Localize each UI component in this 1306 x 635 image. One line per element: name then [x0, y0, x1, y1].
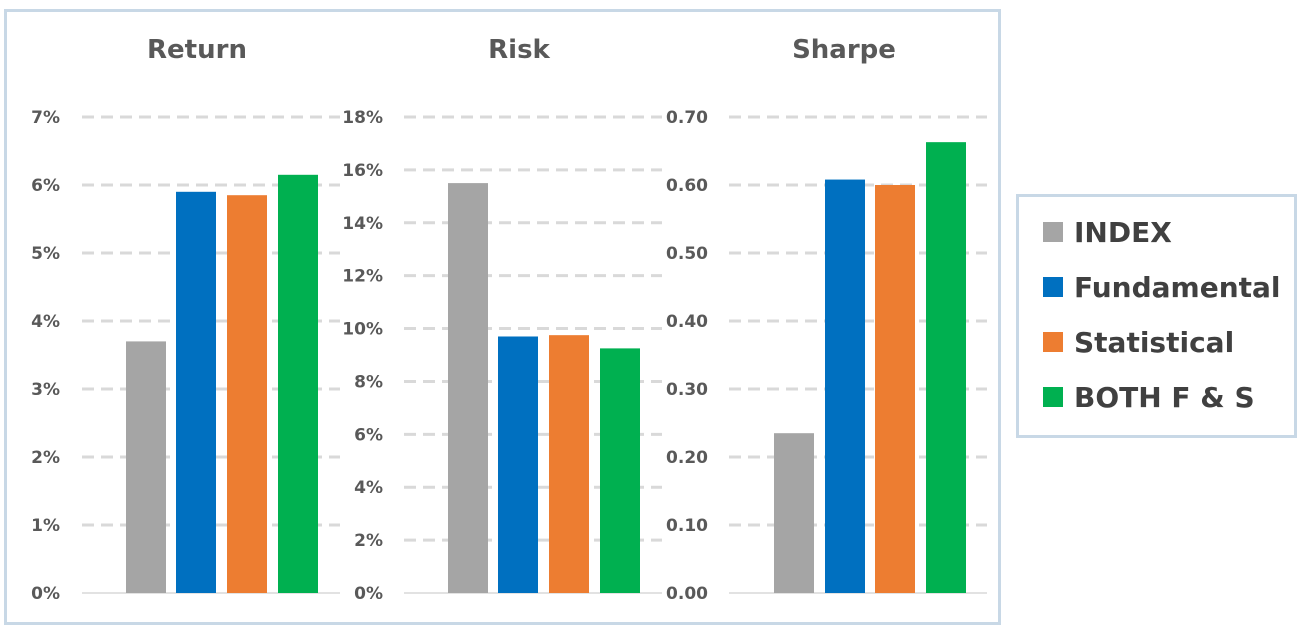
risk-y-tick-label: 2% — [354, 531, 383, 551]
legend-label-index: INDEX — [1074, 215, 1172, 249]
legend-item-both: BOTH F & S — [1043, 380, 1255, 414]
risk-bar-both — [600, 348, 640, 593]
sharpe-y-tick-label: 0.40 — [666, 312, 708, 332]
legend: INDEX Fundamental Statistical BOTH F & S — [1016, 194, 1297, 438]
legend-swatch-index — [1043, 222, 1063, 242]
return-y-tick-label: 2% — [31, 448, 60, 468]
risk-y-tick-label: 10% — [342, 320, 383, 340]
sharpe-y-tick-label: 0.50 — [666, 244, 708, 264]
risk-y-tick-label: 8% — [354, 372, 383, 392]
legend-label-statistical: Statistical — [1074, 325, 1235, 359]
sharpe-bar-fundamental — [825, 179, 865, 593]
risk-bar-fundamental — [498, 336, 538, 593]
legend-item-statistical: Statistical — [1043, 325, 1235, 359]
sharpe-y-tick-label: 0.70 — [666, 108, 708, 128]
return-chart-title: Return — [147, 35, 247, 65]
return-y-tick-label: 4% — [31, 312, 60, 332]
sharpe-chart-title: Sharpe — [792, 35, 896, 65]
sharpe-bar-statistical — [875, 185, 915, 593]
sharpe-bar-both — [926, 142, 966, 593]
return-bar-both — [278, 174, 318, 594]
risk-y-tick-label: 4% — [354, 478, 383, 498]
risk-bar-statistical — [549, 335, 589, 593]
legend-swatch-both — [1043, 387, 1063, 407]
legend-swatch-fundamental — [1043, 277, 1063, 297]
return-bar-fundamental — [176, 191, 216, 594]
legend-label-both: BOTH F & S — [1074, 380, 1255, 414]
sharpe-y-tick-label: 0.60 — [666, 176, 708, 196]
risk-chart-title: Risk — [488, 35, 550, 65]
return-y-tick-label: 7% — [31, 108, 60, 128]
risk-y-tick-label: 0% — [354, 584, 383, 604]
risk-bar-index — [448, 183, 488, 593]
legend-item-index: INDEX — [1043, 215, 1172, 249]
risk-y-tick-label: 16% — [342, 161, 383, 181]
sharpe-y-tick-label: 0.10 — [666, 516, 708, 536]
return-bar-statistical — [227, 195, 267, 593]
risk-y-tick-label: 18% — [342, 108, 383, 128]
legend-item-fundamental: Fundamental — [1043, 270, 1281, 304]
return-y-tick-label: 0% — [31, 584, 60, 604]
return-y-tick-label: 6% — [31, 176, 60, 196]
sharpe-bar-index — [774, 433, 814, 593]
return-y-tick-label: 3% — [31, 380, 60, 400]
legend-swatch-statistical — [1043, 332, 1063, 352]
legend-label-fundamental: Fundamental — [1074, 270, 1281, 304]
risk-y-tick-label: 6% — [354, 425, 383, 445]
return-y-tick-label: 5% — [31, 244, 60, 264]
return-y-tick-label: 1% — [31, 516, 60, 536]
risk-y-tick-label: 12% — [342, 267, 383, 287]
return-bar-index — [126, 341, 166, 593]
risk-y-tick-label: 14% — [342, 214, 383, 234]
sharpe-y-tick-label: 0.00 — [666, 584, 708, 604]
sharpe-y-tick-label: 0.20 — [666, 448, 708, 468]
sharpe-y-tick-label: 0.30 — [666, 380, 708, 400]
